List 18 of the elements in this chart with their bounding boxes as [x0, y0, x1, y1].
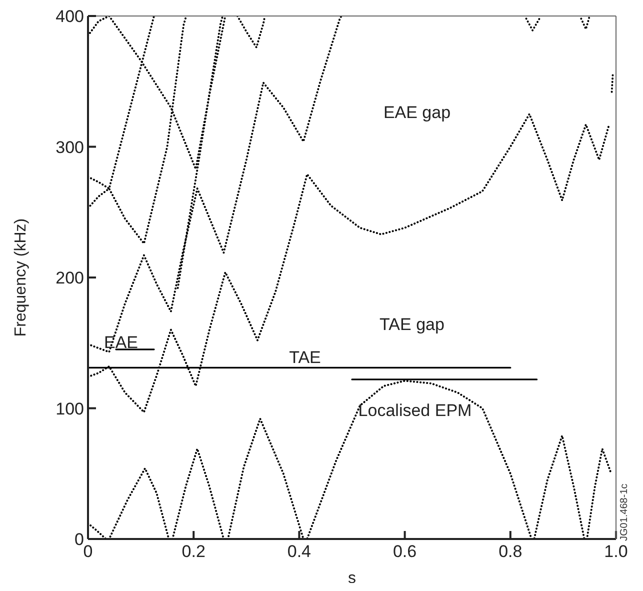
annotation: Localised EPM	[358, 401, 472, 421]
text: JG01.468-1c	[619, 484, 630, 541]
y-tick-label: 0	[74, 530, 84, 550]
x-axis-title: s	[348, 570, 356, 587]
x-tick-label: 0.8	[498, 542, 522, 562]
y-tick-label: 200	[56, 268, 84, 288]
x-tick-label: 0.6	[392, 542, 417, 562]
annotation: TAE gap	[380, 315, 444, 335]
y-tick-label: 100	[56, 399, 84, 418]
x-tick-label: 0.2	[182, 542, 206, 562]
y-tick-label: 400	[56, 7, 84, 26]
annotation: TAE	[289, 348, 321, 368]
x-tick-label: 0.4	[287, 542, 312, 562]
y-tick-label: 300	[56, 138, 84, 157]
x-tick-label: 1.0	[604, 542, 628, 562]
annotation: EAE	[104, 333, 138, 353]
y-axis-title: Frequency (kHz)	[12, 218, 30, 337]
annotation: EAE gap	[383, 103, 451, 123]
